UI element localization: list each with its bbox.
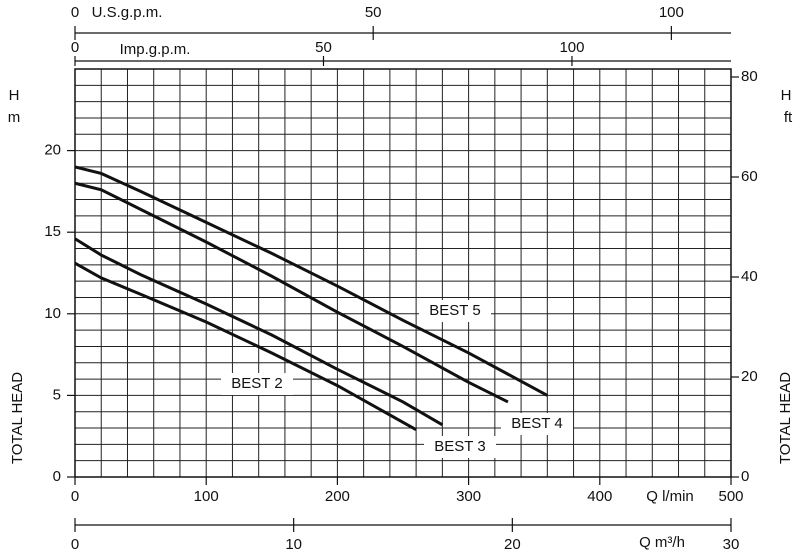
axis-tick-label: 0 bbox=[71, 39, 79, 56]
y-tick-label: 10 bbox=[44, 305, 61, 322]
y-label-unit: m bbox=[8, 109, 21, 126]
x-tick-label: 400 bbox=[587, 488, 612, 505]
y2-tick-label: 20 bbox=[741, 368, 758, 385]
curve bbox=[74, 261, 417, 431]
y-tick-label: 0 bbox=[53, 468, 61, 485]
y-tick-label: 5 bbox=[53, 386, 61, 403]
axis-tick-label: 50 bbox=[365, 4, 382, 21]
axis-tick-label: 100 bbox=[659, 4, 684, 21]
y2-tick-label: 40 bbox=[741, 268, 758, 285]
y-label: TOTAL HEAD bbox=[9, 372, 26, 464]
axis-tick-label: 10 bbox=[285, 536, 302, 553]
axis-tick-label: 100 bbox=[559, 39, 584, 56]
series-label: BEST 2 bbox=[231, 375, 282, 392]
y2-label-top: H bbox=[781, 87, 792, 104]
y-tick-label: 15 bbox=[44, 223, 61, 240]
x-label: Q l/min bbox=[646, 488, 694, 505]
axis-tick-label: 50 bbox=[315, 39, 332, 56]
series-label: BEST 4 bbox=[511, 415, 562, 432]
x-tick-label: 500 bbox=[718, 488, 743, 505]
label-bg bbox=[424, 436, 496, 458]
axis-tick-label: 30 bbox=[723, 536, 740, 553]
x-tick-label: 200 bbox=[325, 488, 350, 505]
label-bg bbox=[501, 413, 573, 435]
x-tick-label: 100 bbox=[194, 488, 219, 505]
plot-frame bbox=[74, 68, 732, 478]
y2-tick-label: 80 bbox=[741, 68, 758, 85]
series-label: BEST 3 bbox=[434, 438, 485, 455]
x-tick-label: 300 bbox=[456, 488, 481, 505]
y-tick-label: 20 bbox=[44, 142, 61, 159]
y-label-top: H bbox=[9, 87, 20, 104]
label-bg bbox=[419, 300, 491, 322]
axis-tick-label: 0 bbox=[71, 536, 79, 553]
x-usgpm-label: U.S.g.p.m. bbox=[92, 4, 163, 21]
axis-tick-label: 20 bbox=[504, 536, 521, 553]
y2-label-unit: ft bbox=[784, 109, 793, 126]
y2-tick-label: 0 bbox=[741, 468, 749, 485]
curve bbox=[74, 165, 549, 397]
series-label: BEST 5 bbox=[429, 302, 480, 319]
y2-tick-label: 60 bbox=[741, 168, 758, 185]
x-tick-label: 0 bbox=[71, 488, 79, 505]
curve bbox=[74, 181, 509, 404]
x-m3h-label: Q m³/h bbox=[639, 534, 685, 551]
x-impgpm-label: Imp.g.p.m. bbox=[120, 41, 191, 58]
curve bbox=[74, 237, 444, 427]
label-bg bbox=[221, 373, 293, 395]
axis-tick-label: 0 bbox=[71, 4, 79, 21]
y2-label: TOTAL HEAD bbox=[777, 372, 794, 464]
